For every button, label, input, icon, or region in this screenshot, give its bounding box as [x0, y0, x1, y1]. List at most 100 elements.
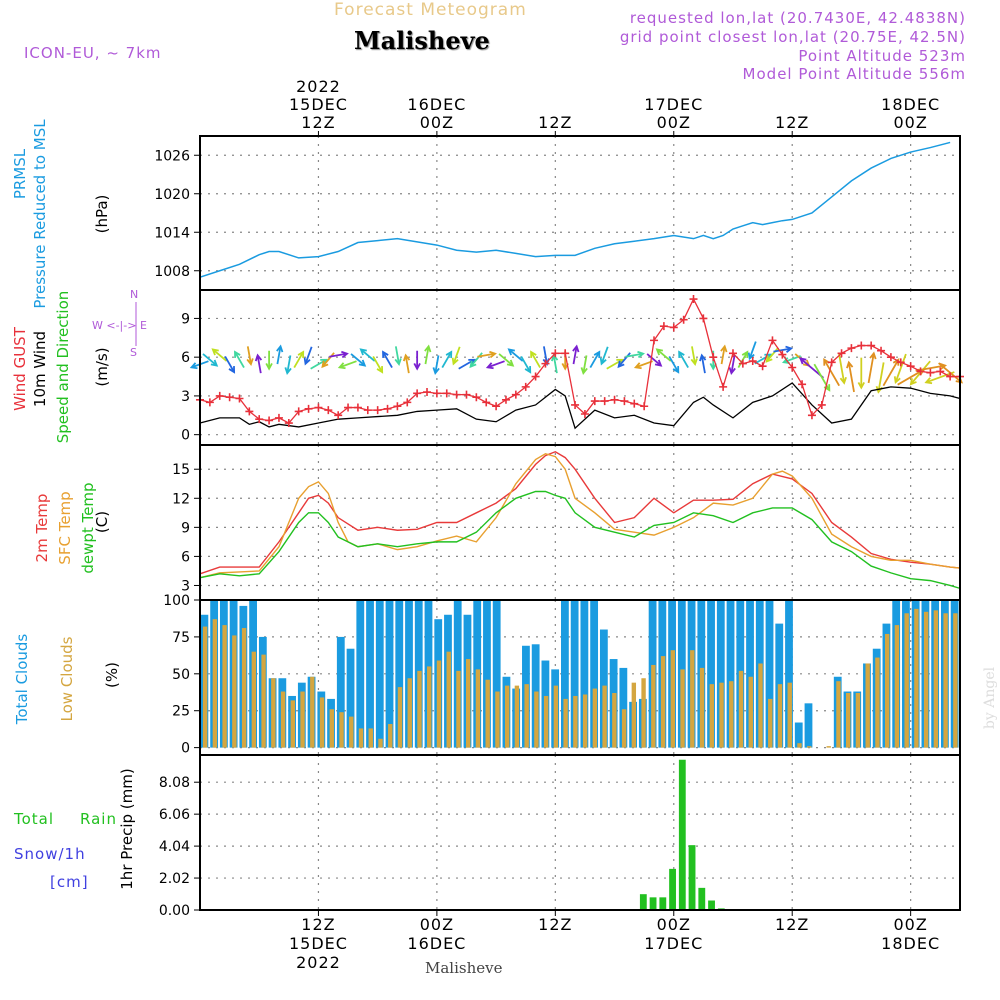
- wind-arrow: [350, 353, 366, 367]
- time-label-top: 00Z: [893, 113, 927, 132]
- low-cloud-bar: [787, 682, 792, 748]
- gust-point: [274, 413, 283, 422]
- sfc-temp-series: [199, 452, 961, 579]
- y-tick-label: 100: [163, 593, 190, 609]
- total-cloud-bar: [716, 600, 725, 748]
- gust-point: [679, 315, 688, 324]
- low-cloud-bar: [719, 682, 724, 748]
- total-cloud-bar: [580, 600, 589, 748]
- rain-bar: [678, 759, 686, 910]
- wind-arrow: [452, 346, 461, 364]
- wind-arrow: [589, 351, 601, 368]
- total-cloud-bar: [590, 600, 599, 748]
- low-cloud-bar: [514, 685, 520, 748]
- temp-2m-series: [199, 451, 961, 575]
- wind-arrow: [293, 351, 304, 368]
- gust-point: [442, 389, 451, 398]
- time-label-bottom: 00Z: [657, 915, 691, 934]
- wind-arrow: [382, 351, 393, 368]
- gust-point: [709, 353, 718, 362]
- wind-arrow: [617, 352, 631, 368]
- wind-arrow-head: [432, 367, 440, 375]
- gust-point: [452, 390, 461, 399]
- low-cloud-bar: [378, 738, 383, 748]
- total-cloud-bar: [492, 600, 501, 748]
- gust-point: [689, 295, 698, 304]
- time-label-top: 12Z: [775, 113, 809, 132]
- y-tick-label: 3: [181, 578, 190, 594]
- y-tick-label: 4.04: [159, 839, 190, 855]
- rain-bar: [708, 900, 715, 910]
- gust-point: [541, 359, 550, 368]
- wind-arrow: [404, 355, 410, 374]
- wind-arrow-head: [445, 350, 453, 358]
- wind-arrow-head: [699, 353, 707, 362]
- low-cloud-bar: [690, 650, 695, 748]
- low-cloud-bar: [894, 625, 900, 748]
- y-tick-label: 8.08: [159, 775, 190, 791]
- gust-point: [877, 346, 886, 355]
- y-tick-label: 12: [172, 491, 190, 507]
- low-cloud-bar: [388, 724, 393, 748]
- low-cloud-bar: [339, 712, 344, 748]
- gust-point: [659, 322, 668, 331]
- wind-arrow-head: [846, 360, 854, 369]
- wind-arrow-head: [321, 360, 329, 369]
- low-cloud-bar: [290, 700, 295, 748]
- wind-arrow-head: [765, 355, 773, 363]
- wind-arrow-head: [799, 357, 807, 365]
- wind-arrow-head: [413, 363, 421, 371]
- rain-bar: [669, 868, 676, 910]
- gust-point: [462, 390, 471, 399]
- gust-point: [284, 419, 293, 428]
- y-tick-label: 0: [181, 741, 190, 757]
- y-tick-label: 3: [181, 389, 190, 405]
- low-cloud-bar: [466, 659, 471, 748]
- snow-unit: [cm]: [50, 873, 89, 891]
- wind-arrow-head: [211, 348, 219, 356]
- wind-arrow: [838, 353, 846, 384]
- gust-point: [886, 353, 895, 362]
- wind-arrow: [847, 362, 855, 393]
- wind-arrow-head: [672, 366, 680, 374]
- wind-arrow-head: [572, 344, 580, 353]
- point-altitude: Point Altitude 523m: [798, 47, 966, 65]
- gust-point: [423, 388, 432, 397]
- wind-arrow-head: [857, 381, 865, 390]
- panel-frame: [199, 444, 961, 601]
- low-cloud-bar: [651, 664, 656, 748]
- low-cloud-bar: [943, 613, 948, 748]
- gust-point: [383, 404, 392, 413]
- wind-arrow-head: [690, 358, 698, 366]
- snow-label: Snow/1h: [14, 845, 86, 863]
- total-cloud-bar: [483, 600, 491, 748]
- wind-arrow-head: [485, 362, 494, 370]
- gust-point: [393, 402, 402, 411]
- wind-arrow-head: [469, 360, 477, 369]
- wind-arrow: [276, 346, 282, 365]
- low-cloud-bar: [553, 685, 559, 748]
- wind-arrow-head: [468, 358, 476, 366]
- time-label-bottom: 00Z: [893, 915, 927, 934]
- low-cloud-bar: [865, 663, 870, 748]
- gust-point: [235, 394, 244, 403]
- total-cloud-bar: [707, 600, 715, 748]
- rain-bar: [698, 887, 706, 910]
- low-cloud-bar: [807, 746, 812, 748]
- low-cloud-bar: [670, 650, 675, 748]
- gust-point: [492, 402, 501, 411]
- y-tick-label: 9: [181, 311, 190, 327]
- low-cloud-bar: [602, 685, 607, 748]
- low-cloud-bar: [612, 693, 617, 748]
- time-label-top: 00Z: [657, 113, 691, 132]
- wind-arrow: [469, 352, 483, 368]
- wind-arrow: [625, 352, 644, 358]
- y-tick-label: 2.02: [159, 871, 190, 887]
- y-tick-label: 0: [181, 428, 190, 444]
- low-cloud-bar: [768, 698, 773, 748]
- wind-arrow-head: [297, 350, 305, 358]
- wind-arrow-head: [616, 358, 624, 366]
- requested-coords: requested lon,lat (20.7430E, 42.4838N): [629, 9, 966, 27]
- wind-arrow-head: [402, 353, 411, 362]
